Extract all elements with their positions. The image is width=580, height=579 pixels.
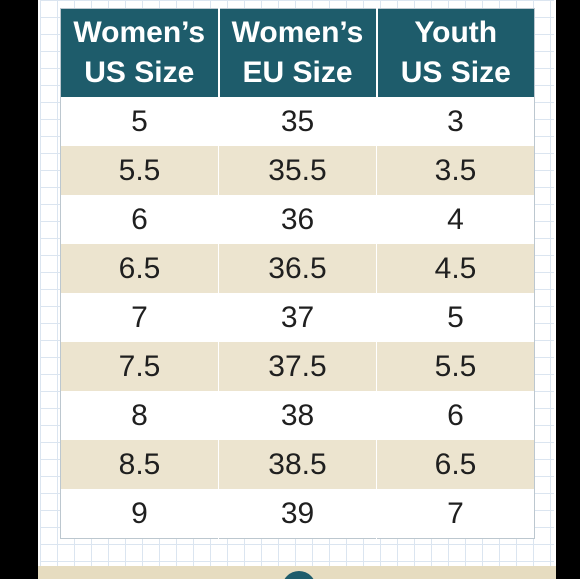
cell-womens-eu: 35 [218,97,377,146]
cell-womens-us: 6 [60,195,219,244]
cell-womens-eu: 39 [218,489,377,539]
table-row: 9 39 7 [60,489,535,539]
cell-youth-us: 5 [376,293,535,342]
table-row: 7 37 5 [60,293,535,342]
size-chart-table: Women’s US Size Women’s EU Size Youth US… [60,8,535,539]
cell-womens-eu: 38.5 [218,440,377,489]
table-row: 6.5 36.5 4.5 [60,244,535,293]
cell-womens-eu: 35.5 [218,146,377,195]
table-row: 7.5 37.5 5.5 [60,342,535,391]
header-womens-us-size: Women’s US Size [60,8,220,97]
cell-womens-eu: 36.5 [218,244,377,293]
table-row: 8 38 6 [60,391,535,440]
cell-youth-us: 5.5 [376,342,535,391]
cell-womens-us: 5 [60,97,219,146]
cell-womens-us: 7.5 [60,342,219,391]
cell-womens-us: 5.5 [60,146,219,195]
cell-womens-us: 8 [60,391,219,440]
cell-womens-eu: 38 [218,391,377,440]
cell-womens-us: 8.5 [60,440,219,489]
cell-youth-us: 4 [376,195,535,244]
cell-womens-eu: 37 [218,293,377,342]
cell-youth-us: 6 [376,391,535,440]
table-row: 5 35 3 [60,97,535,146]
cell-womens-us: 9 [60,489,219,539]
cell-youth-us: 3 [376,97,535,146]
header-youth-us-size: Youth US Size [376,8,535,97]
size-chart-card: Women’s US Size Women’s EU Size Youth US… [38,0,556,579]
cell-womens-eu: 37.5 [218,342,377,391]
cell-youth-us: 7 [376,489,535,539]
table-row: 6 36 4 [60,195,535,244]
cell-youth-us: 6.5 [376,440,535,489]
cell-youth-us: 4.5 [376,244,535,293]
header-womens-eu-size: Women’s EU Size [218,8,378,97]
circle-badge-icon [282,571,316,579]
table-row: 5.5 35.5 3.5 [60,146,535,195]
cell-womens-us: 7 [60,293,219,342]
cell-womens-eu: 36 [218,195,377,244]
cell-youth-us: 3.5 [376,146,535,195]
table-row: 8.5 38.5 6.5 [60,440,535,489]
cell-womens-us: 6.5 [60,244,219,293]
header-row: Women’s US Size Women’s EU Size Youth US… [60,8,535,97]
